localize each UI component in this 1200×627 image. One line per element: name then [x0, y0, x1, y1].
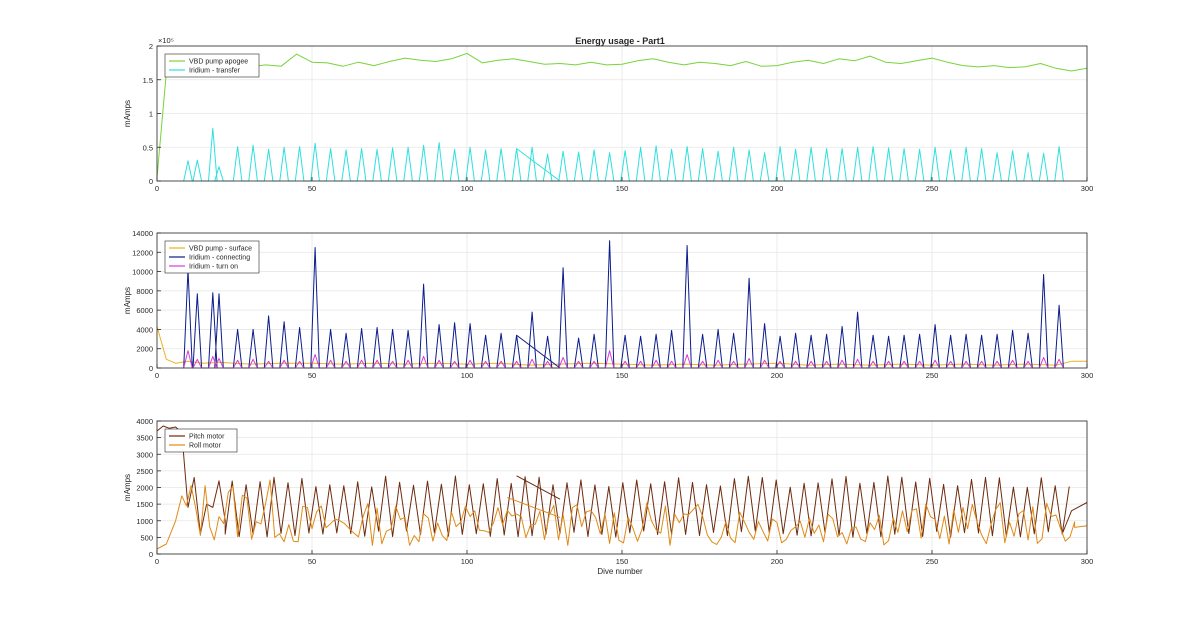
y-tick-label: 1 [149, 110, 153, 119]
x-tick-label: 100 [461, 371, 474, 380]
y-tick-label: 2000 [136, 484, 153, 493]
series-line-pitch-motor [156, 425, 1088, 538]
series-segment [516, 475, 561, 500]
x-tick-label: 0 [155, 184, 159, 193]
x-tick-label: 150 [616, 371, 629, 380]
x-tick-label: 150 [616, 184, 629, 193]
x-tick-label: 300 [1081, 371, 1094, 380]
y-exponent-label: ×10⁵ [158, 36, 174, 45]
y-tick-label: 4000 [136, 417, 153, 426]
y-tick-label: 3500 [136, 434, 153, 443]
x-tick-label: 200 [771, 371, 784, 380]
y-tick-label: 6000 [136, 306, 153, 315]
y-tick-label: 12000 [132, 248, 153, 257]
y-tick-label: 0 [149, 177, 153, 186]
x-tick-label: 100 [461, 184, 474, 193]
y-tick-label: 3000 [136, 450, 153, 459]
x-tick-label: 100 [461, 557, 474, 566]
x-tick-label: 300 [1081, 184, 1094, 193]
legend-box [164, 428, 238, 453]
x-tick-label: 50 [308, 184, 316, 193]
subplot-2: 0 50 100 150 200 250 300 0 2000 4000 6000 8000 10000… [123, 229, 1093, 380]
x-tick-label: 50 [308, 557, 316, 566]
x-tick-label: 200 [771, 184, 784, 193]
x-tick-label: 250 [926, 184, 939, 193]
x-tick-label: 50 [308, 371, 316, 380]
legend-entry: Pitch motor [189, 434, 225, 441]
y-tick-label: 1000 [136, 517, 153, 526]
y-tick-label: 8000 [136, 287, 153, 296]
y-tick-label: 0 [149, 550, 153, 559]
x-tick-label: 250 [926, 371, 939, 380]
series-segment [516, 148, 561, 182]
series-line-roll-motor [156, 479, 1088, 550]
legend-entry: VBD pump apogee [189, 59, 248, 66]
x-tick-label: 0 [155, 557, 159, 566]
y-tick-label: 1500 [136, 500, 153, 509]
y-tick-label: 4000 [136, 325, 153, 334]
legend-entry: Iridium - transfer [189, 68, 241, 75]
y-tick-label: 14000 [132, 229, 153, 238]
legend-entry: Roll motor [189, 443, 222, 450]
x-axis-label: Dive number [597, 567, 643, 576]
x-tick-label: 200 [771, 557, 784, 566]
x-tick-label: 0 [155, 371, 159, 380]
subplot-1: 0 50 100 150 200 250 300 0 0.5 1 1.5 2 ×10⁵ mAmps VBD … [123, 36, 1093, 193]
y-tick-label: 0.5 [143, 143, 153, 152]
x-tick-label: 250 [926, 557, 939, 566]
figure-title: Energy usage - Part1 [575, 36, 665, 46]
y-tick-label: 10000 [132, 268, 153, 277]
x-tick-label: 150 [616, 557, 629, 566]
y-tick-label: 2500 [136, 467, 153, 476]
series-segment [507, 497, 561, 518]
y-axis-label: mAmps [123, 100, 132, 127]
y-axis-label: mAmps [123, 287, 132, 314]
legend-entry: Iridium - turn on [189, 264, 238, 271]
y-tick-label: 500 [140, 533, 153, 542]
series-segment [516, 334, 561, 369]
subplot-3: 0 50 100 150 200 250 3000500100015002000250030… [123, 417, 1093, 566]
y-axis-label: mAmps [123, 474, 132, 501]
y-tick-label: 2000 [136, 345, 153, 354]
y-tick-label: 0 [149, 364, 153, 373]
series-line-vbd-pump-apogee [156, 52, 1088, 178]
x-tick-label: 300 [1081, 557, 1094, 566]
y-tick-label: 2 [149, 42, 153, 51]
legend-box [164, 53, 260, 78]
legend-entry: Iridium - connecting [189, 255, 250, 262]
y-tick-label: 1.5 [143, 76, 153, 85]
legend-entry: VBD pump - surface [189, 246, 252, 253]
